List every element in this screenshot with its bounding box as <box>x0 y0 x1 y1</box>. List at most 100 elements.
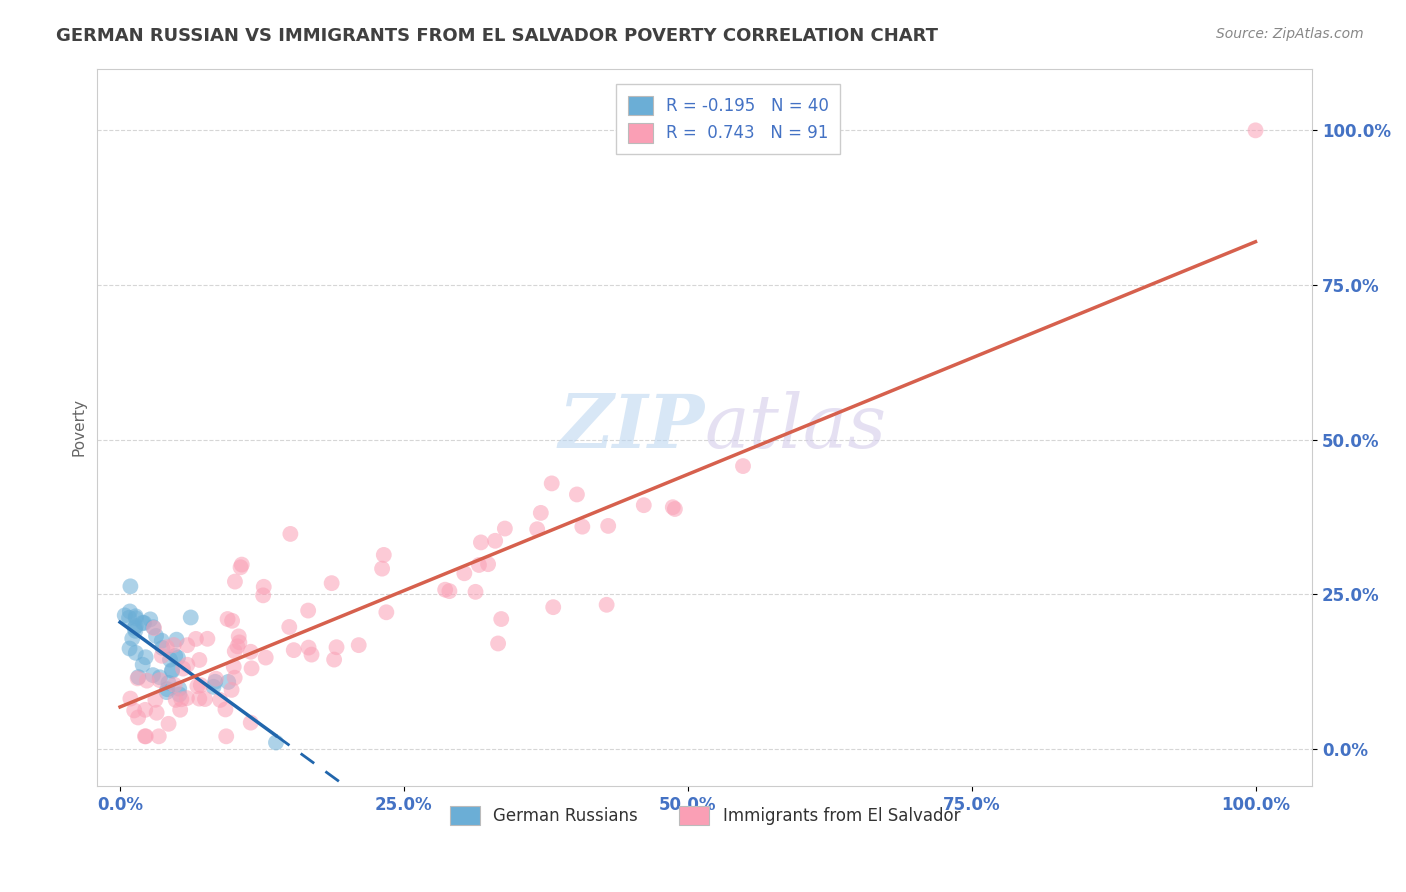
Point <box>224 644 246 658</box>
Point <box>149 673 172 687</box>
Point <box>434 582 457 597</box>
Point <box>134 729 156 743</box>
Point <box>120 691 142 706</box>
Point <box>160 663 183 677</box>
Point <box>148 729 170 743</box>
Point <box>197 632 219 646</box>
Point <box>571 519 593 533</box>
Point <box>157 675 180 690</box>
Point <box>143 693 166 707</box>
Point <box>145 629 167 643</box>
Point <box>159 652 181 666</box>
Point <box>150 640 173 655</box>
Point <box>371 561 394 575</box>
Point <box>231 558 253 572</box>
Point <box>165 693 187 707</box>
Point <box>321 576 343 591</box>
Point <box>155 685 177 699</box>
Point <box>252 588 274 602</box>
Point <box>470 535 492 549</box>
Point <box>541 600 564 615</box>
Point <box>118 611 141 625</box>
Text: atlas: atlas <box>704 391 887 464</box>
Point <box>125 619 148 633</box>
Point <box>170 692 193 706</box>
Point <box>1244 123 1267 137</box>
Point <box>215 729 238 743</box>
Point <box>540 476 562 491</box>
Point <box>254 650 277 665</box>
Point <box>325 640 347 655</box>
Point <box>163 678 186 692</box>
Point <box>150 633 173 648</box>
Point <box>176 638 198 652</box>
Point <box>278 620 301 634</box>
Point <box>453 566 475 581</box>
Text: GERMAN RUSSIAN VS IMMIGRANTS FROM EL SALVADOR POVERTY CORRELATION CHART: GERMAN RUSSIAN VS IMMIGRANTS FROM EL SAL… <box>56 27 938 45</box>
Point <box>283 643 305 657</box>
Point <box>221 614 243 628</box>
Point <box>253 580 276 594</box>
Point <box>439 584 461 599</box>
Point <box>172 662 194 676</box>
Point <box>169 703 191 717</box>
Point <box>222 659 245 673</box>
Point <box>633 498 655 512</box>
Point <box>156 640 179 655</box>
Point <box>125 609 148 624</box>
Point <box>163 638 186 652</box>
Point <box>150 648 173 663</box>
Point <box>484 533 506 548</box>
Point <box>132 615 155 630</box>
Point <box>323 652 346 666</box>
Point <box>120 579 142 593</box>
Point <box>530 506 553 520</box>
Point <box>127 671 149 685</box>
Point <box>145 706 167 720</box>
Point <box>127 710 149 724</box>
Point <box>122 703 145 717</box>
Point <box>209 693 232 707</box>
Point <box>224 574 246 589</box>
Point <box>124 624 146 638</box>
Point <box>157 716 180 731</box>
Point <box>239 645 262 659</box>
Point <box>125 611 148 625</box>
Point <box>194 692 217 706</box>
Point <box>184 632 207 646</box>
Point <box>375 605 398 619</box>
Point <box>176 657 198 672</box>
Point <box>165 648 187 663</box>
Point <box>149 670 172 684</box>
Point <box>135 729 157 743</box>
Point <box>204 674 226 689</box>
Point <box>134 615 156 630</box>
Point <box>142 668 165 682</box>
Point <box>240 661 263 675</box>
Point <box>124 621 146 635</box>
Point <box>598 519 620 533</box>
Point <box>347 638 370 652</box>
Point <box>373 548 395 562</box>
Point <box>217 675 239 690</box>
Point <box>142 620 165 634</box>
Point <box>264 735 287 749</box>
Point <box>143 621 166 635</box>
Point <box>217 612 239 626</box>
Point <box>114 608 136 623</box>
Point <box>489 612 512 626</box>
Point <box>156 682 179 697</box>
Point <box>565 487 588 501</box>
Point <box>664 502 686 516</box>
Point <box>121 632 143 646</box>
Point <box>468 558 491 572</box>
Point <box>188 691 211 706</box>
Point <box>494 522 516 536</box>
Point <box>202 680 225 694</box>
Point <box>190 678 212 692</box>
Point <box>135 650 157 665</box>
Point <box>301 648 323 662</box>
Point <box>186 679 208 693</box>
Point <box>125 646 148 660</box>
Point <box>134 703 156 717</box>
